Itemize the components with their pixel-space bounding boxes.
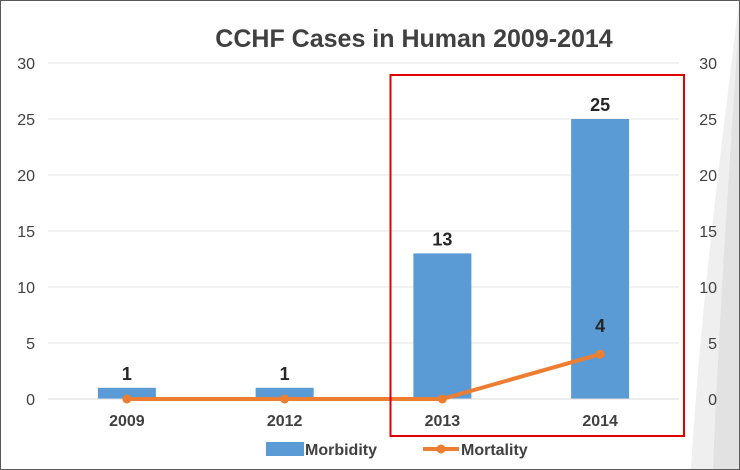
legend-label-morbidity: Morbidity [305,442,377,459]
morbidity-bars [97,119,630,399]
data-label-morbidity-2014: 25 [590,95,610,115]
y-right-tick-25: 25 [699,112,717,129]
data-labels: 1 1 13 25 4 [122,95,610,384]
y-right-tick-0: 0 [708,392,717,409]
y-left-tick-10: 10 [17,280,35,297]
mortality-point-2012 [280,394,290,404]
y-left-tick-25: 25 [17,112,35,129]
y-left-tick-5: 5 [26,336,35,353]
mortality-point-2009 [122,394,132,404]
bar-2013 [413,253,472,399]
y-left-tick-0: 0 [26,392,35,409]
data-label-morbidity-2013: 13 [432,229,452,249]
legend-label-mortality: Mortality [461,442,528,459]
y-axis-right: 0 5 10 15 20 25 30 [699,56,717,409]
x-axis-categories: 2009 2012 2013 2014 [109,413,618,430]
x-tick-2012: 2012 [267,413,303,430]
legend-marker-mortality [436,444,446,454]
mortality-polyline [126,352,601,401]
y-right-tick-5: 5 [708,336,717,353]
y-right-tick-10: 10 [699,280,717,297]
background-swoosh-inner [713,21,739,469]
y-left-tick-30: 30 [17,56,35,73]
y-axis-left: 0 5 10 15 20 25 30 [17,56,35,409]
highlight-box [389,74,685,437]
x-tick-2013: 2013 [425,413,461,430]
mortality-point-2014 [595,349,605,359]
data-label-morbidity-2009: 1 [122,364,132,384]
mortality-point-2013 [437,394,447,404]
legend: Morbidity Mortality [266,442,528,459]
y-left-tick-15: 15 [17,224,35,241]
y-right-tick-30: 30 [699,56,717,73]
x-tick-2014: 2014 [582,413,618,430]
data-label-mortality-2014: 4 [595,316,605,336]
y-right-tick-15: 15 [699,224,717,241]
data-label-morbidity-2012: 1 [280,364,290,384]
legend-swatch-morbidity [266,442,304,456]
chart-title: CCHF Cases in Human 2009-2014 [215,25,612,53]
mortality-line [122,349,605,404]
y-right-tick-20: 20 [699,168,717,185]
bar-2012 [255,387,314,399]
y-left-tick-20: 20 [17,168,35,185]
x-tick-2009: 2009 [109,413,145,430]
bar-2009 [97,387,156,399]
